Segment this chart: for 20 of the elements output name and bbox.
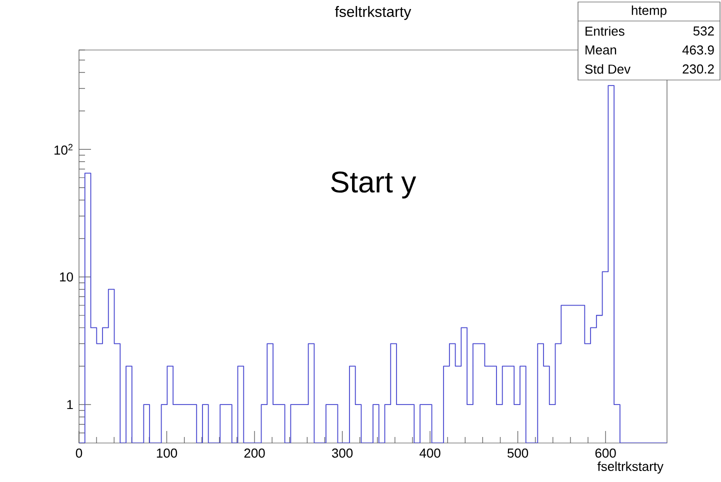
annotation: Mean bbox=[586, 45, 616, 55]
text: 463.9 bbox=[682, 45, 714, 55]
y-tick-label: 10$^{2}$ bbox=[54, 144, 73, 155]
text: 230.2 bbox=[682, 64, 714, 74]
x-axis-title: fseltrkstarty bbox=[597, 462, 664, 474]
y-tick-label: 1 bbox=[67, 400, 73, 410]
x-tick-label: 200 bbox=[244, 448, 265, 458]
x-tick-label: 400 bbox=[420, 448, 440, 458]
annotation: Start y bbox=[331, 171, 416, 199]
x-tick-label: 600 bbox=[595, 448, 616, 458]
chart-title: fseltrkstarty bbox=[335, 6, 412, 20]
text: 532 bbox=[693, 26, 714, 36]
x-tick-label: 300 bbox=[332, 448, 353, 458]
x-tick-label: 100 bbox=[156, 448, 178, 458]
x-tick-label: 0 bbox=[76, 448, 82, 458]
annotation: Std Dev bbox=[585, 64, 631, 74]
y-tick-label: 10 bbox=[60, 272, 73, 282]
x-tick-label: 500 bbox=[508, 448, 528, 458]
text: Entries bbox=[586, 26, 624, 36]
text: htemp bbox=[632, 5, 666, 18]
